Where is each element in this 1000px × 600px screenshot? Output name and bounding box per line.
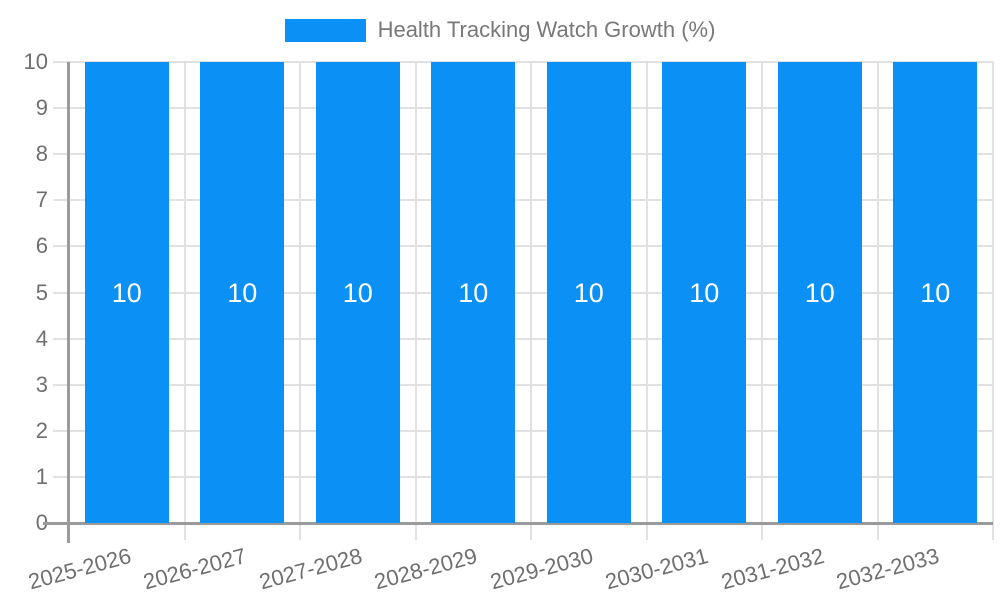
- gridline-y: [53, 245, 993, 248]
- gridline-x: [530, 62, 532, 540]
- x-tick-label: 2030-2031: [602, 543, 711, 595]
- bar-value-label: 10: [573, 277, 604, 308]
- legend[interactable]: Health Tracking Watch Growth (%): [0, 17, 1000, 43]
- bar[interactable]: [431, 62, 516, 523]
- gridline-y: [53, 61, 993, 63]
- bar[interactable]: [84, 62, 169, 523]
- y-tick-label: 6: [35, 233, 48, 259]
- y-tick-label: 4: [35, 325, 48, 351]
- y-tick-label: 8: [35, 141, 48, 167]
- bar-value-label: 10: [111, 277, 142, 308]
- bar[interactable]: [777, 62, 862, 523]
- y-tick-label: 2: [35, 417, 48, 443]
- x-tick-label: 2032-2033: [833, 543, 942, 595]
- bar-value-label: 10: [458, 277, 489, 308]
- bar[interactable]: [662, 62, 747, 523]
- bar[interactable]: [893, 62, 978, 523]
- gridline-y: [53, 475, 993, 478]
- y-tick-label: 0: [35, 510, 48, 535]
- gridline-y: [53, 429, 993, 432]
- gridline-y: [53, 107, 993, 110]
- x-tick-label: 2029-2030: [487, 543, 596, 595]
- x-tick-label: 2025-2026: [25, 543, 134, 595]
- gridline-y: [53, 291, 993, 294]
- bar[interactable]: [546, 62, 631, 523]
- bar-value-label: 10: [689, 277, 720, 308]
- y-tick-label: 3: [35, 371, 48, 397]
- bar-value-label: 10: [227, 277, 258, 308]
- gridline-x: [761, 62, 763, 540]
- x-axis-line: [43, 522, 993, 525]
- gridline-x: [299, 62, 301, 540]
- y-tick-label: 7: [35, 187, 48, 213]
- y-tick-label: 9: [35, 95, 48, 121]
- y-tick-label: 1: [35, 463, 48, 489]
- y-tick-label: 5: [35, 279, 48, 305]
- y-axis-line: [67, 62, 70, 543]
- legend-swatch-icon: [284, 18, 366, 42]
- gridline-x: [414, 62, 417, 540]
- gridline-y: [53, 383, 993, 386]
- gridline-x: [183, 62, 186, 540]
- gridline-x: [992, 62, 994, 540]
- gridline-y: [53, 337, 993, 340]
- bar-value-label: 10: [804, 277, 835, 308]
- gridline-y: [53, 199, 993, 202]
- gridline-y: [53, 153, 993, 156]
- bar-value-label: 10: [920, 277, 951, 308]
- bar-value-label: 10: [342, 277, 373, 308]
- legend-label: Health Tracking Watch Growth (%): [377, 17, 716, 42]
- x-tick-label: 2028-2029: [371, 543, 480, 595]
- bar[interactable]: [200, 62, 285, 523]
- x-tick-label: 2026-2027: [140, 543, 249, 595]
- x-tick-label: 2027-2028: [256, 543, 365, 595]
- x-tick-label: 2031-2032: [718, 543, 827, 595]
- bar[interactable]: [315, 62, 400, 523]
- y-tick-label: 10: [23, 49, 48, 74]
- gridline-x: [876, 62, 879, 540]
- gridline-x: [645, 62, 648, 540]
